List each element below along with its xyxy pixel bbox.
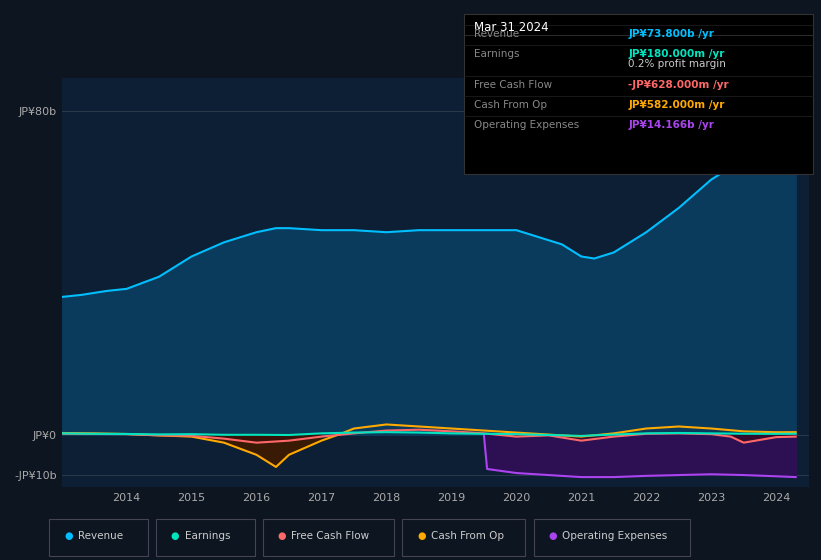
Text: JP¥582.000m /yr: JP¥582.000m /yr: [628, 100, 724, 110]
Text: Free Cash Flow: Free Cash Flow: [474, 80, 552, 90]
Text: ●: ●: [548, 531, 557, 541]
Text: ●: ●: [417, 531, 425, 541]
Text: JP¥73.800b /yr: JP¥73.800b /yr: [628, 29, 714, 39]
Text: Earnings: Earnings: [474, 49, 519, 59]
Text: Free Cash Flow: Free Cash Flow: [291, 531, 369, 541]
Text: ●: ●: [171, 531, 179, 541]
Text: ●: ●: [64, 531, 72, 541]
Text: Mar 31 2024: Mar 31 2024: [474, 21, 548, 34]
Text: Earnings: Earnings: [185, 531, 230, 541]
Text: -JP¥628.000m /yr: -JP¥628.000m /yr: [628, 80, 729, 90]
Text: JP¥14.166b /yr: JP¥14.166b /yr: [628, 120, 714, 130]
Text: ●: ●: [277, 531, 286, 541]
Text: Revenue: Revenue: [78, 531, 123, 541]
Text: JP¥180.000m /yr: JP¥180.000m /yr: [628, 49, 724, 59]
Text: 0.2% profit margin: 0.2% profit margin: [628, 59, 726, 69]
Text: Operating Expenses: Operating Expenses: [474, 120, 579, 130]
Text: Operating Expenses: Operating Expenses: [562, 531, 667, 541]
Text: Cash From Op: Cash From Op: [474, 100, 547, 110]
Text: Revenue: Revenue: [474, 29, 519, 39]
Text: Cash From Op: Cash From Op: [431, 531, 504, 541]
